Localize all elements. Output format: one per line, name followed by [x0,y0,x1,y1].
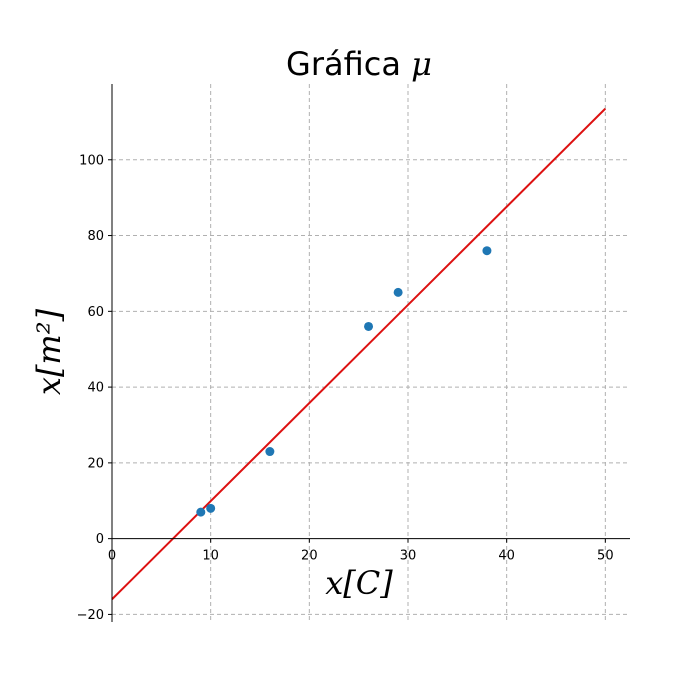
y-tick-label: 80 [87,229,104,244]
x-tick-label: 0 [108,549,116,564]
y-tick-label: 100 [79,153,104,168]
ticks: 0 10 20 30 40 50 −20 0 20 40 60 80 100 [77,153,614,623]
y-tick-label: 20 [87,456,104,471]
data-point [482,246,492,256]
y-tick-label: 40 [87,381,104,396]
x-tick-label: 40 [498,549,515,564]
data-point [206,503,216,513]
data-point [265,447,275,457]
x-tick-label: 50 [597,549,614,564]
fit-line [111,107,607,600]
data-point [196,507,206,517]
grid [112,84,630,622]
x-tick-label: 20 [301,549,318,564]
data-points [196,246,492,517]
data-point [393,287,403,297]
y-tick-label: −20 [77,608,104,623]
data-point [364,321,374,331]
axes [111,84,630,622]
x-tick-label: 30 [400,549,417,564]
x-tick-label: 10 [202,549,219,564]
fit-line-layer [111,107,607,600]
chart-title: Gráfica μ [286,45,432,83]
x-axis-label: x[C] [325,564,393,602]
y-axis-label: x[m²] [30,308,68,395]
y-tick-label: 60 [87,305,104,320]
y-tick-label: 0 [96,532,104,547]
